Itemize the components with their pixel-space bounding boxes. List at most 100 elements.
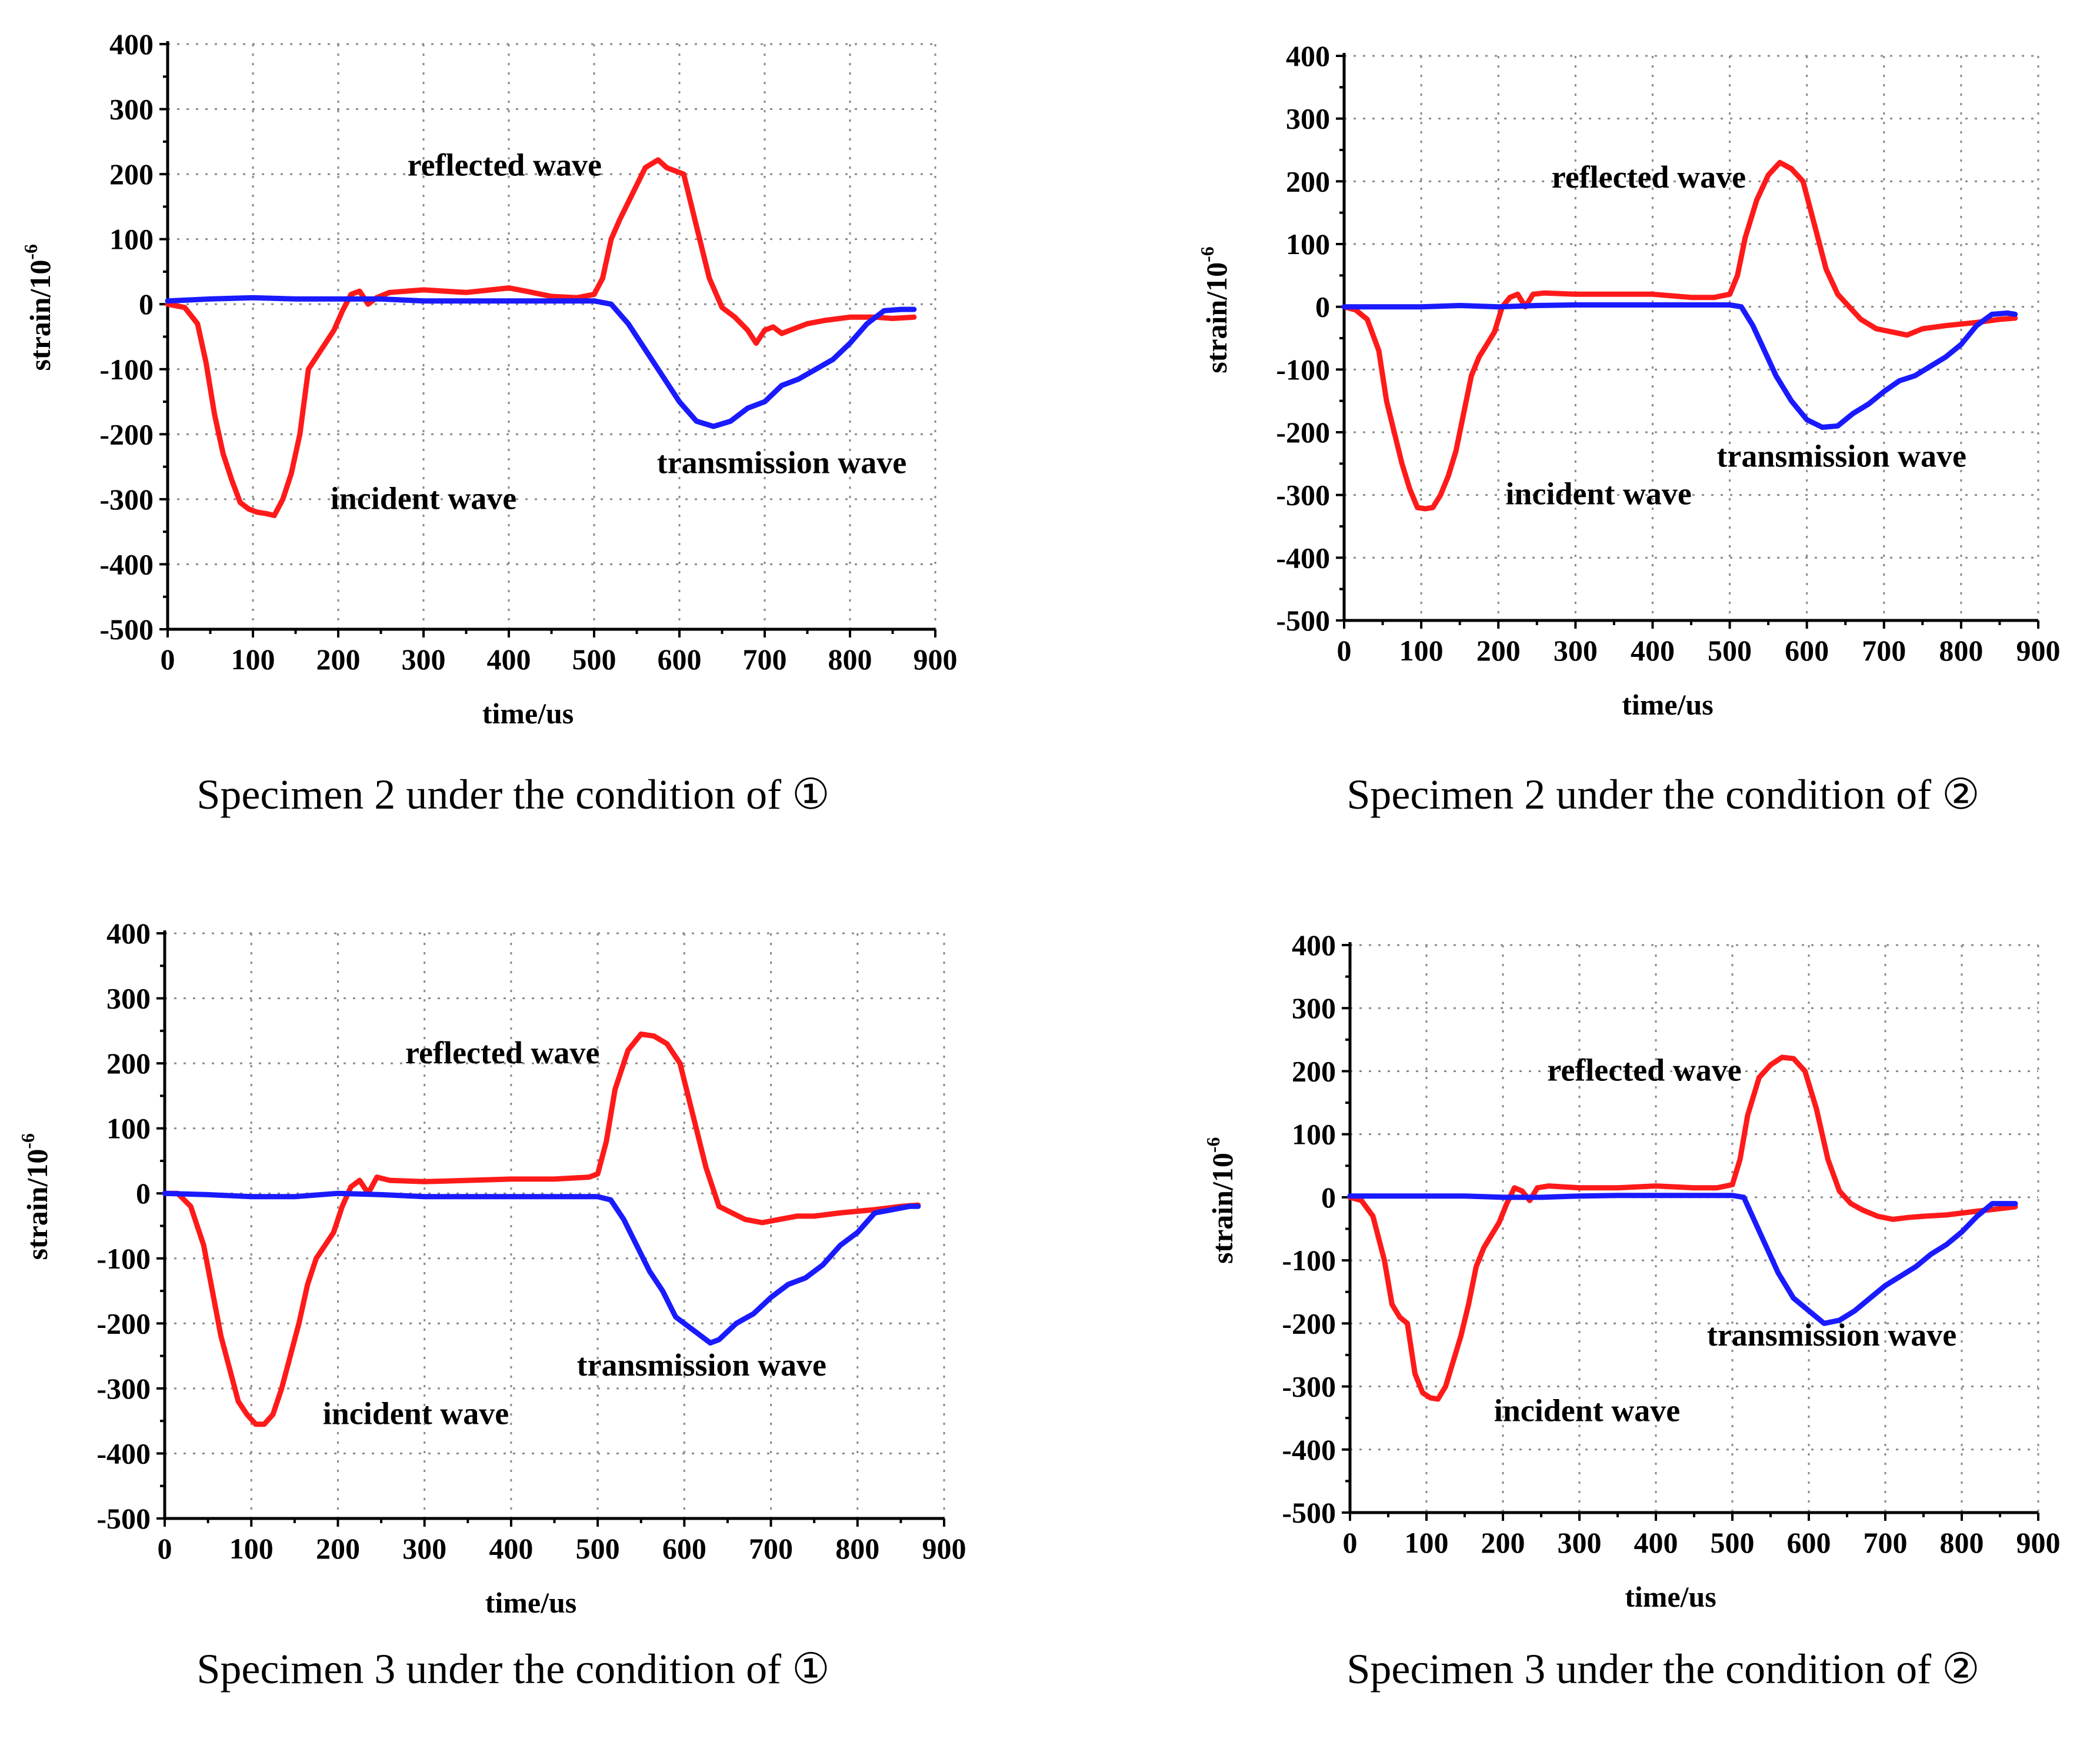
reflected-wave-label: reflected wave: [408, 147, 602, 182]
y-tick-label: 200: [106, 1047, 151, 1080]
chart-svg: 0 100 200 300 400 500 600 700 800 900 400 300 200 100…: [1202, 929, 2061, 1693]
series-group: [1341, 159, 2018, 512]
y-tick-label: -500: [1276, 604, 1330, 637]
y-tick-label: -500: [1282, 1496, 1336, 1529]
y-tick-label: -400: [1282, 1433, 1336, 1466]
y-tick-label: 200: [1286, 165, 1330, 198]
reflected-wave-label: reflected wave: [1552, 159, 1746, 195]
panel-caption: Specimen 3 under the condition of ②: [1346, 1645, 1979, 1693]
y-tick-label: -500: [99, 613, 154, 646]
x-tick-label: 300: [402, 643, 446, 676]
x-axis-title: time/us: [1625, 1580, 1716, 1613]
x-tick-label: 900: [2016, 1526, 2061, 1559]
x-tick-label: 200: [316, 1532, 360, 1565]
panel-caption: Specimen 2 under the condition of ①: [196, 771, 829, 818]
y-tick-label: -200: [96, 1307, 151, 1340]
y-axis-title-superscript: -6: [1202, 1137, 1224, 1153]
y-tick-label: 100: [109, 223, 154, 256]
x-tick-label: 500: [576, 1532, 620, 1565]
y-tick-label: 400: [106, 917, 151, 950]
y-tick-label: -300: [1276, 479, 1330, 512]
x-tick-label: 500: [1708, 634, 1752, 667]
y-tick-label: 300: [106, 982, 151, 1015]
y-tick-label: 400: [1286, 39, 1330, 72]
x-tick-label: 800: [828, 643, 872, 676]
x-tick-label: 0: [161, 643, 175, 676]
incident-wave-label: incident wave: [1494, 1393, 1681, 1428]
y-tick-label: 200: [1292, 1054, 1336, 1087]
y-tick-label: 0: [1315, 291, 1330, 323]
y-tick-label: 0: [139, 288, 154, 321]
y-axis-title: strain/10-6: [20, 244, 56, 371]
x-tick-label: 100: [1405, 1526, 1449, 1559]
y-tick-label: 100: [1286, 228, 1330, 261]
x-tick-label: 800: [1940, 1526, 1984, 1559]
x-tick-label: 300: [402, 1532, 446, 1565]
transmission-wave-label: transmission wave: [577, 1347, 827, 1383]
incident-reflected-wave-line: [1341, 159, 2018, 512]
series-group: [1347, 1054, 2018, 1402]
y-tick-label: -200: [1276, 416, 1330, 449]
y-tick-label: 100: [1292, 1118, 1336, 1151]
y-axis-title: strain/10-6: [1202, 1137, 1239, 1264]
x-tick-label: 100: [1399, 634, 1444, 667]
x-tick-label: 700: [749, 1532, 793, 1565]
x-tick-label: 100: [229, 1532, 274, 1565]
y-axis-title-superscript: -6: [1196, 246, 1218, 262]
reflected-wave-label: reflected wave: [1547, 1053, 1741, 1088]
chart-panel-specimen2-condition2: 0 100 200 300 400 500 600 700 800 900 400 300 200 100…: [1050, 0, 2100, 874]
x-tick-label: 500: [572, 643, 616, 676]
y-tick-label: -300: [99, 483, 154, 516]
x-tick-label: 100: [231, 643, 275, 676]
transmission-wave-line: [165, 295, 917, 429]
x-tick-label: 400: [489, 1532, 533, 1565]
y-tick-label: -400: [99, 548, 154, 580]
x-tick-label: 200: [1481, 1526, 1525, 1559]
y-tick-label: -100: [99, 353, 154, 386]
x-tick-label: 0: [158, 1532, 172, 1565]
y-tick-label: 400: [1292, 929, 1336, 962]
y-tick-label: -200: [99, 418, 154, 450]
y-tick-label: -100: [1276, 353, 1330, 386]
y-tick-label: -100: [1282, 1244, 1336, 1277]
incident-reflected-wave-line: [162, 1031, 921, 1427]
x-tick-label: 900: [922, 1532, 966, 1565]
chart-svg: 0 100 200 300 400 500 600 700 800 900 400 300 200 100…: [20, 28, 958, 818]
transmission-wave-line: [1341, 302, 2018, 430]
y-tick-label: -300: [1282, 1370, 1336, 1403]
gridlines: [1344, 55, 2039, 620]
x-tick-label: 800: [1939, 634, 1983, 667]
x-tick-label: 200: [1476, 634, 1521, 667]
y-axis-title-superscript: -6: [17, 1133, 38, 1149]
y-tick-label: -500: [96, 1502, 151, 1535]
gridlines: [165, 932, 945, 1518]
reflected-wave-label: reflected wave: [405, 1035, 599, 1070]
transmission-wave-label: transmission wave: [1707, 1317, 1957, 1353]
incident-wave-label: incident wave: [1505, 476, 1692, 512]
x-tick-label: 500: [1711, 1526, 1755, 1559]
chart-svg: 0 100 200 300 400 500 600 700 800 900 400 300 200 100…: [17, 917, 966, 1693]
y-tick-label: 300: [1286, 102, 1330, 135]
x-tick-label: 800: [835, 1532, 879, 1565]
panel-caption: Specimen 2 under the condition of ②: [1346, 771, 1979, 818]
y-tick-label: 200: [109, 158, 154, 191]
x-tick-label: 700: [743, 643, 787, 676]
x-tick-label: 600: [1787, 1526, 1831, 1559]
y-tick-label: 100: [106, 1112, 151, 1145]
y-axis-title: strain/10-6: [17, 1133, 54, 1260]
x-tick-label: 300: [1558, 1526, 1602, 1559]
x-tick-label: 900: [2016, 634, 2061, 667]
transmission-wave-label: transmission wave: [1716, 439, 1966, 474]
transmission-wave-line: [162, 1190, 921, 1346]
x-axis-title: time/us: [1622, 688, 1714, 721]
y-tick-label: 300: [1292, 992, 1336, 1024]
gridlines: [168, 43, 936, 629]
x-tick-label: 600: [662, 1532, 706, 1565]
y-tick-label: -400: [96, 1437, 151, 1470]
x-tick-label: 700: [1864, 1526, 1908, 1559]
y-tick-label: -400: [1276, 541, 1330, 574]
incident-reflected-wave-line: [165, 157, 917, 518]
transmission-wave-label: transmission wave: [657, 445, 907, 480]
chart-panel-specimen3-condition2: 0 100 200 300 400 500 600 700 800 900 400 300 200 100…: [1050, 874, 2100, 1749]
